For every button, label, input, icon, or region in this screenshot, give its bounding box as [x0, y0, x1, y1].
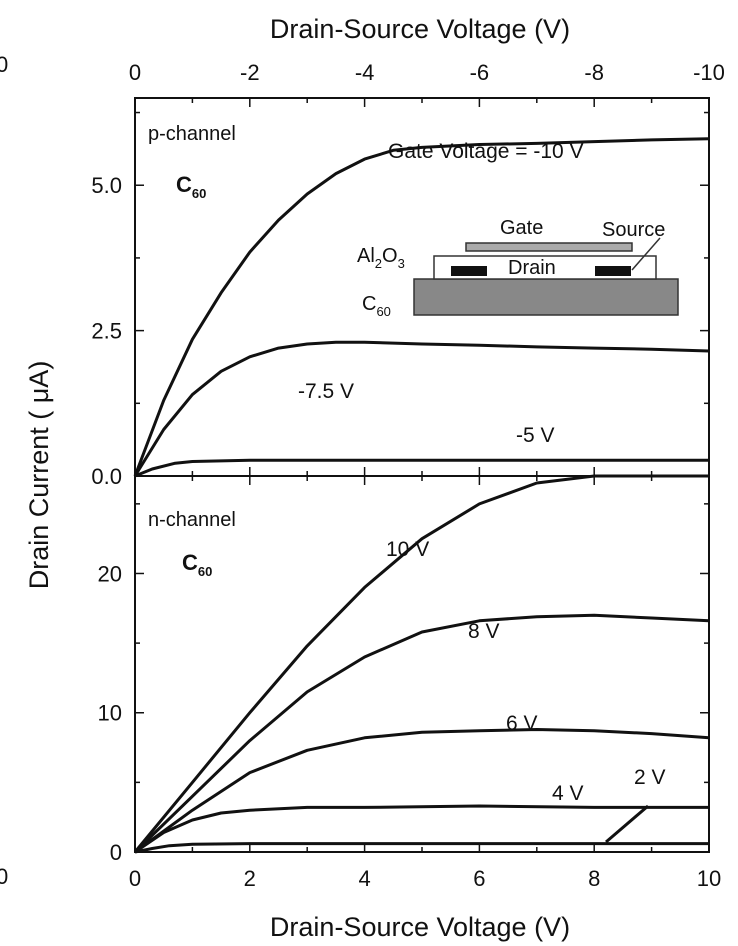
n-channel-curve-6-V	[134, 728, 710, 854]
source-pointer	[631, 237, 661, 271]
annotation-minus-5-v: -5 V	[516, 424, 555, 447]
bottom-x-tick-label: 2	[244, 866, 256, 891]
n-channel-curve-2-V	[134, 842, 709, 854]
n-y-tick-label: 0	[110, 840, 122, 865]
annotation-2-v-pointer	[605, 804, 649, 844]
top-x-axis-title: Drain-Source Voltage (V)	[270, 14, 570, 44]
p-y-tick-label: 0.0	[91, 464, 122, 489]
top-x-tick-label: 0	[129, 60, 141, 85]
gate-electrode	[465, 242, 633, 252]
annotation-8-v: 8 V	[468, 620, 500, 643]
top-x-tick-label: -8	[584, 60, 604, 85]
p-channel-curve-7-5-V	[133, 340, 710, 477]
top-x-tick-label: -6	[470, 60, 490, 85]
c60-substrate-block	[413, 278, 679, 316]
gate-voltage-title: Gate Voltage = -10 V	[388, 140, 584, 163]
n-channel-curve-8-V	[133, 613, 710, 854]
p-channel-curve-10-V	[133, 137, 710, 477]
p-y-tick-label: 5.0	[91, 173, 122, 198]
edge-zero-top: 0	[0, 52, 8, 77]
data-curves	[133, 137, 710, 854]
n-channel-curve-10-V	[133, 474, 709, 853]
n-channel-curve-4-V	[134, 804, 709, 854]
top-x-tick-label: -10	[693, 60, 725, 85]
inset-dielectric-label: Al2O3	[357, 245, 405, 271]
top-x-tick-label: -4	[355, 60, 375, 85]
bottom-x-tick-label: 10	[697, 866, 721, 891]
n-y-tick-label: 10	[98, 701, 122, 726]
n-channel-plot-frame	[134, 475, 710, 853]
annotation-10-v: 10 V	[386, 538, 429, 561]
y-axis-title: Drain Current ( μA)	[24, 361, 54, 590]
annotation-2-v: 2 V	[634, 766, 666, 789]
bottom-x-tick-label: 4	[358, 866, 370, 891]
inset-substrate-label: C60	[362, 293, 391, 319]
p-channel-curve-5-V	[134, 458, 709, 478]
annotation-minus-7-5-v: -7.5 V	[298, 380, 354, 403]
n-y-tick-label: 20	[98, 561, 122, 586]
n-material-label: C60	[182, 550, 212, 579]
annotation-6-v: 6 V	[506, 712, 538, 735]
source-contact	[595, 266, 631, 276]
p-material-label: C60	[176, 172, 206, 201]
edge-zero-bottom: 0	[0, 864, 8, 889]
drain-contact	[451, 266, 487, 276]
inset-drain-label: Drain	[508, 257, 556, 279]
bottom-x-tick-label: 6	[473, 866, 485, 891]
p-y-tick-label: 2.5	[91, 319, 122, 344]
n-channel-label: n-channel	[148, 509, 236, 531]
annotation-4-v: 4 V	[552, 782, 584, 805]
device-inset: Gate Source Drain Al2O3 C60	[357, 217, 679, 319]
p-channel-label: p-channel	[148, 123, 236, 145]
inset-source-label: Source	[602, 219, 665, 241]
axis-tick-labels: 0 -2 -4 -6 -8 -10 0 2 4 6 8 10 0.0 2.5 5.0 0 10 20	[91, 60, 724, 891]
bottom-x-axis-title: Drain-Source Voltage (V)	[270, 912, 570, 942]
bottom-x-tick-label: 0	[129, 866, 141, 891]
bottom-x-tick-label: 8	[588, 866, 600, 891]
top-x-tick-label: -2	[240, 60, 260, 85]
inset-gate-label: Gate	[500, 217, 543, 239]
